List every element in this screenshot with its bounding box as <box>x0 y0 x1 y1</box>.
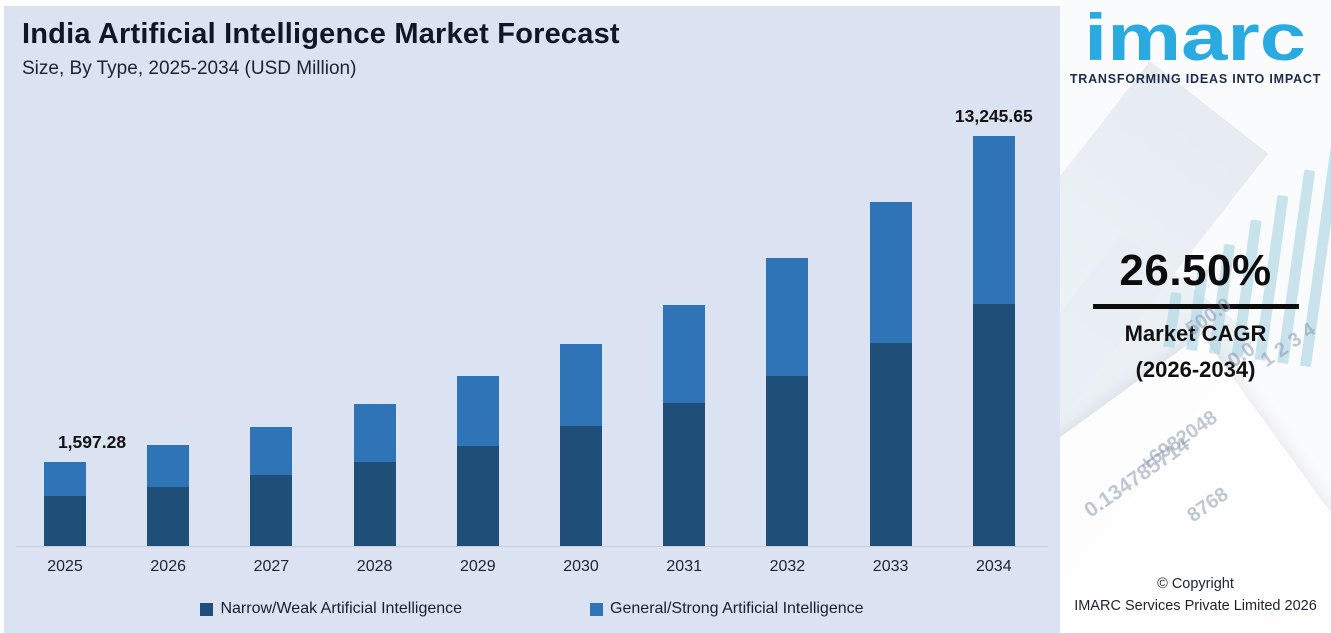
x-axis-line <box>16 546 1048 547</box>
segment-general-strong-2029 <box>456 376 499 446</box>
cagr-divider <box>1092 304 1299 309</box>
x-axis-label-2028: 2028 <box>356 558 393 575</box>
bar-group-2029 <box>456 376 499 546</box>
x-axis-label-2033: 2033 <box>872 558 909 575</box>
segment-general-strong-2032 <box>766 258 809 376</box>
cagr-block: 26.50% Market CAGR (2026-2034) <box>1060 246 1331 383</box>
bar-group-2031 <box>663 305 706 546</box>
copyright-line1: © Copyright <box>1157 576 1234 592</box>
bar-group-2030 <box>560 344 602 546</box>
segment-narrow-weak-2034 <box>972 304 1015 546</box>
x-axis-label-2030: 2030 <box>563 558 599 575</box>
segment-general-strong-2028 <box>353 404 396 462</box>
segment-narrow-weak-2026 <box>147 487 190 546</box>
segment-narrow-weak-2027 <box>250 475 293 546</box>
bar-group-2034 <box>972 136 1015 546</box>
legend-item-0: Narrow/Weak Artificial Intelligence <box>200 600 462 618</box>
imarc-logo-text: imarc <box>1084 0 1307 74</box>
segment-narrow-weak-2028 <box>353 462 396 546</box>
x-axis-label-2026: 2026 <box>150 558 186 575</box>
copyright: © Copyright IMARC Services Private Limit… <box>1060 574 1331 618</box>
x-axis-label-2031: 2031 <box>666 558 702 575</box>
segment-general-strong-2031 <box>663 305 706 403</box>
page-subtitle: Size, By Type, 2025-2034 (USD Million) <box>22 58 357 79</box>
cagr-value: 26.50% <box>1119 246 1272 295</box>
chart-panel: India Artificial Intelligence Market For… <box>4 6 1060 633</box>
segment-general-strong-2026 <box>147 445 190 487</box>
bar-group-2025 <box>44 462 86 546</box>
x-axis-label-2025: 2025 <box>47 558 83 575</box>
bar-group-2026 <box>147 445 190 546</box>
chart-legend: Narrow/Weak Artificial Intelligence Gener… <box>4 600 1060 618</box>
segment-narrow-weak-2030 <box>560 426 602 546</box>
segment-general-strong-2030 <box>560 344 602 426</box>
x-axis-label-2029: 2029 <box>460 558 496 575</box>
watermark-number: 0.134785714 <box>1080 432 1194 523</box>
segment-narrow-weak-2025 <box>44 496 86 546</box>
bar-group-2027 <box>250 427 293 546</box>
legend-label: Narrow/Weak Artificial Intelligence <box>220 600 463 617</box>
x-axis-label-2027: 2027 <box>253 558 290 575</box>
bar-group-2032 <box>766 258 809 546</box>
value-label-2025: 1,597.28 <box>57 432 127 452</box>
cagr-label: Market CAGR <box>1124 321 1267 346</box>
page-title: India Artificial Intelligence Market For… <box>22 18 620 50</box>
segment-narrow-weak-2031 <box>663 403 706 546</box>
segment-general-strong-2027 <box>250 427 293 475</box>
bar-group-2028 <box>353 404 396 546</box>
legend-label: General/Strong Artificial Intelligence <box>610 600 864 617</box>
segment-general-strong-2033 <box>869 202 912 343</box>
imarc-tagline: TRANSFORMING IDEAS INTO IMPACT <box>1069 72 1322 86</box>
legend-item-1: General/Strong Artificial Intelligence <box>590 600 864 618</box>
cagr-years: (2026-2034) <box>1135 357 1256 382</box>
segment-narrow-weak-2033 <box>869 343 912 546</box>
copyright-line2: IMARC Services Private Limited 2026 <box>1074 597 1317 614</box>
segment-narrow-weak-2032 <box>766 376 809 546</box>
segment-narrow-weak-2029 <box>456 446 499 546</box>
legend-swatch-icon <box>200 602 214 616</box>
segment-general-strong-2034 <box>972 136 1015 304</box>
imarc-logo: imarc TRANSFORMING IDEAS INTO IMPACT <box>1060 4 1331 86</box>
x-axis-label-2032: 2032 <box>769 558 806 575</box>
legend-swatch-icon <box>590 602 604 616</box>
segment-general-strong-2025 <box>44 462 86 496</box>
brand-sidebar: imarc TRANSFORMING IDEAS INTO IMPACT 26.… <box>1060 0 1331 633</box>
value-label-2034: 13,245.65 <box>954 106 1033 126</box>
bar-group-2033 <box>869 202 912 546</box>
x-axis-label-2034: 2034 <box>976 558 1012 575</box>
watermark-number: 8768 <box>1183 483 1233 527</box>
plot-area: 2025 2026 2027 2028 2029 2030 2031 2032 2033 2034… <box>4 6 1060 633</box>
